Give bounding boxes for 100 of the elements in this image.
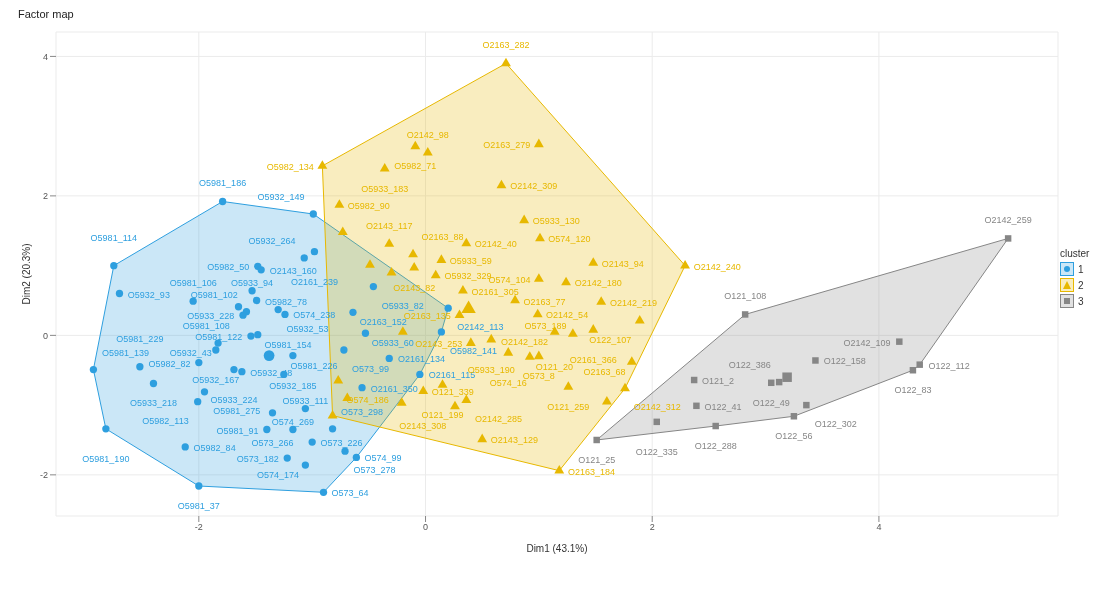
annotation: O2142_259 [984,215,1032,226]
annotation: O122_335 [635,446,678,457]
point [349,308,357,317]
annotation: O122_302 [814,419,857,430]
point [410,140,421,150]
annotation: O5933_94 [231,277,274,288]
annotation: O5933_218 [129,398,177,409]
annotation: O2142_240 [693,261,741,272]
point [916,361,923,368]
point [803,401,810,409]
point [384,238,395,247]
point [247,332,255,340]
point [136,363,144,371]
annotation: O5982_113 [142,415,189,426]
point [218,197,227,206]
annotation: O573_298 [340,406,383,417]
point [596,296,607,305]
annotation: O121_2 [701,376,734,387]
x-axis-title: Dim1 (43.1%) [526,543,588,554]
annotation: O2143_82 [393,282,436,293]
point [337,226,348,235]
point [588,324,599,333]
point [194,397,202,406]
annotation: O2163_68 [583,366,626,377]
annotation: O2143_253 [415,339,463,350]
legend-label: 2 [1078,279,1084,291]
annotation: O5981_91 [216,425,259,436]
annotation: O5981_275 [213,405,261,416]
point [301,461,310,469]
point [436,254,447,263]
point [422,146,433,156]
annotation: O5982_71 [394,161,437,172]
point [289,351,297,360]
point [444,304,452,312]
y-tick-label: 0 [42,330,48,341]
annotation: O5981_108 [182,320,230,331]
annotation: O5981_190 [82,453,130,464]
annotation: O121_199 [421,409,464,420]
point [230,365,238,374]
point [195,482,203,490]
annotation: O122_112 [928,360,970,371]
point [110,261,118,270]
point [693,402,700,410]
annotation: O2161_350 [370,383,418,394]
point [408,248,418,258]
annotation: O5981_122 [195,332,243,343]
annotation: O2143_129 [490,435,538,446]
point [181,443,189,451]
annotation: O573_266 [251,437,294,448]
annotation: O122_41 [704,401,742,412]
point [588,257,599,266]
annotation: O122_158 [823,356,866,367]
annotation: O2143_308 [399,420,447,431]
annotation: O573_64 [331,488,369,499]
annotation: O5981_37 [177,501,220,512]
point [524,351,535,360]
annotation: O2142_98 [406,129,449,140]
point [319,488,328,496]
point [741,311,749,318]
point [563,381,574,390]
legend-label: 3 [1078,295,1084,307]
annotation: O122_386 [728,360,771,371]
annotation: O2142_285 [475,414,523,425]
annotation: O2161_366 [569,354,617,365]
point [790,413,798,420]
point [102,425,110,433]
point [416,370,424,379]
annotation: O5933_228 [187,311,235,322]
annotation: O5932_93 [127,289,170,300]
annotation: O5933_59 [449,256,492,267]
annotation: O121_339 [431,387,474,398]
annotation: O573_8 [522,371,555,382]
point [533,273,544,282]
annotation: O5933_224 [210,394,258,405]
annotation: O121_259 [547,401,590,412]
annotation: O5981_154 [264,339,312,350]
annotation: O2163_282 [482,40,530,51]
annotation: O2161_134 [397,354,445,365]
point [554,464,565,474]
x-tick-label: 2 [649,522,655,533]
point [396,397,407,406]
annotation: O573_189 [524,320,567,331]
point [257,266,265,274]
annotation: O574_99 [364,453,402,464]
point [430,269,441,279]
point [281,310,289,319]
annotation: O573_182 [236,454,279,465]
point [239,311,247,319]
annotation: O5982_78 [265,296,308,307]
point [358,384,366,392]
point [149,379,158,388]
annotation: O5982_50 [207,262,250,273]
point [418,385,429,395]
annotation: O5981_114 [90,232,137,243]
point [212,346,220,354]
annotation: O2142_113 [457,322,504,333]
point [254,331,262,339]
annotation: O2163_184 [567,466,615,477]
annotation: O2142_182 [501,336,549,347]
point [465,337,476,346]
